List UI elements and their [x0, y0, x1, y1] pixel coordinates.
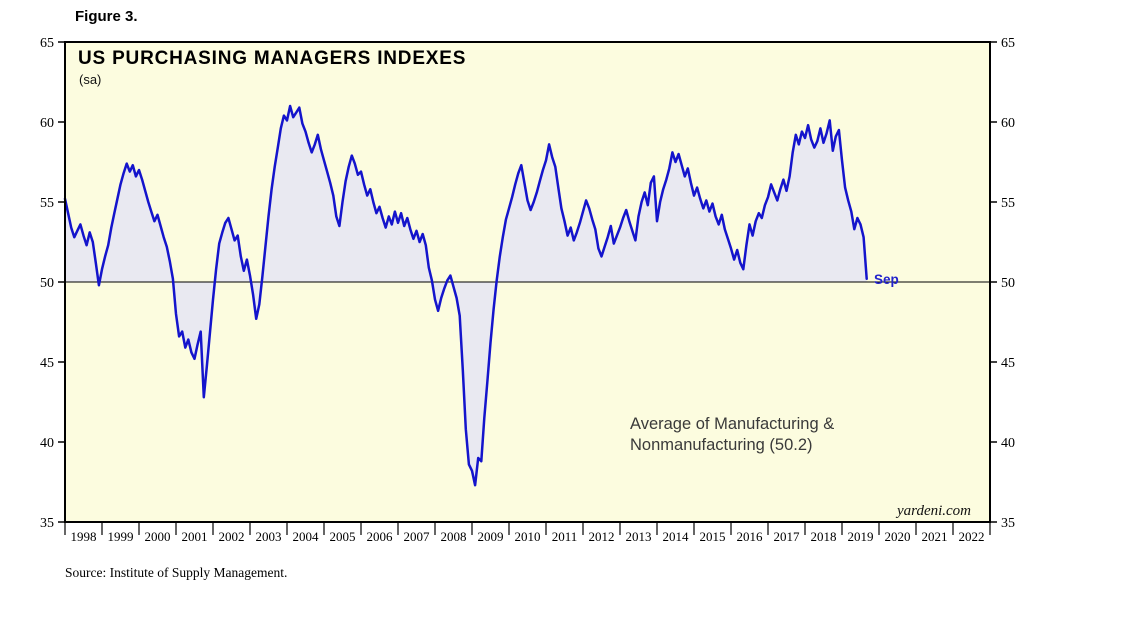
series-annotation: Average of Manufacturing & Nonmanufactur…	[630, 414, 834, 456]
y-tick-label-right: 65	[1001, 36, 1015, 51]
y-tick-label-right: 55	[1001, 196, 1015, 211]
x-year-label: 2001	[182, 529, 208, 544]
x-year-label: 2002	[219, 529, 245, 544]
x-year-label: 2014	[663, 529, 690, 544]
pmi-average-line	[63, 104, 868, 487]
x-year-label: 2020	[885, 529, 911, 544]
y-tick-label-right: 45	[1001, 356, 1015, 371]
x-year-label: 2022	[959, 529, 985, 544]
x-year-label: 2018	[811, 529, 837, 544]
y-tick-label-left: 60	[40, 116, 54, 131]
series-annotation-line2: Nonmanufacturing (50.2)	[630, 436, 813, 454]
x-year-label: 1998	[71, 529, 97, 544]
x-year-label: 2004	[293, 529, 320, 544]
x-year-label: 2007	[404, 529, 431, 544]
x-year-label: 2009	[478, 529, 504, 544]
x-year-label: 2017	[774, 529, 801, 544]
pmi-line-chart: 35 35 40 40 45 45 50 50 55 55 60 60 65 65 1998 1999 2000…	[40, 36, 1015, 544]
chart-title: US PURCHASING MANAGERS INDEXES	[78, 48, 467, 69]
y-tick-label-left: 40	[40, 436, 54, 451]
x-year-label: 2016	[737, 529, 764, 544]
x-year-label: 2019	[848, 529, 874, 544]
x-year-label: 2012	[589, 529, 615, 544]
x-year-label: 2000	[145, 529, 171, 544]
x-year-label: 2015	[700, 529, 726, 544]
x-year-label: 2013	[626, 529, 652, 544]
y-tick-label-left: 50	[40, 276, 54, 291]
last-point-month-label: Sep	[874, 272, 899, 287]
x-year-label: 2008	[441, 529, 467, 544]
area-fill	[65, 106, 867, 486]
x-year-label: 2003	[256, 529, 282, 544]
source-attribution: Source: Institute of Supply Management.	[65, 565, 288, 580]
y-tick-label-left: 35	[40, 516, 54, 531]
x-year-label: 2006	[367, 529, 394, 544]
x-year-label: 2010	[515, 529, 541, 544]
x-year-label: 2005	[330, 529, 356, 544]
x-year-label: 2011	[552, 529, 578, 544]
y-tick-label-left: 65	[40, 36, 54, 51]
yardeni-branding: yardeni.com	[897, 503, 972, 519]
y-tick-label-left: 55	[40, 196, 54, 211]
y-tick-label-right: 40	[1001, 436, 1015, 451]
figure-number-label: Figure 3.	[75, 8, 138, 25]
y-tick-label-right: 60	[1001, 116, 1015, 131]
y-tick-label-right: 50	[1001, 276, 1015, 291]
x-year-label: 1999	[108, 529, 134, 544]
y-tick-label-right: 35	[1001, 516, 1015, 531]
chart-subtitle: (sa)	[79, 72, 102, 87]
series-annotation-line1: Average of Manufacturing &	[630, 415, 835, 433]
y-tick-label-left: 45	[40, 356, 54, 371]
x-year-label: 2021	[922, 529, 948, 544]
